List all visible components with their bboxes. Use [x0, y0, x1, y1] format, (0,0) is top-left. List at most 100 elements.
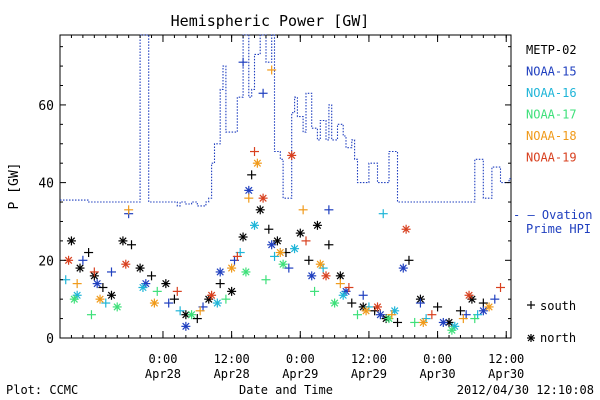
- marker-stroke: [402, 225, 410, 233]
- north-marker: [361, 306, 371, 316]
- north-marker: [69, 294, 79, 304]
- marker-stroke: [182, 322, 190, 331]
- north-marker: [212, 298, 222, 308]
- north-marker: [315, 259, 325, 269]
- marker-stroke: [479, 307, 488, 315]
- marker-stroke: [122, 260, 130, 268]
- marker-stroke: [239, 233, 247, 241]
- y-tick-label: 40: [38, 177, 54, 192]
- north-marker: [401, 224, 411, 234]
- north-marker: [398, 263, 408, 273]
- marker-stroke: [205, 295, 213, 303]
- north-marker: [255, 205, 265, 215]
- north-marker: [484, 302, 494, 312]
- south-marker: [169, 294, 179, 304]
- marker-stroke: [336, 272, 344, 280]
- marker-stroke: [142, 279, 150, 288]
- marker-stroke: [213, 299, 221, 307]
- north-marker: [373, 302, 383, 312]
- south-marker: [378, 209, 388, 219]
- south-marker: [124, 205, 134, 215]
- legend-south-marker: [527, 301, 535, 309]
- south-marker: [244, 193, 254, 203]
- north-marker: [335, 271, 345, 281]
- south-marker: [101, 298, 111, 308]
- south-marker: [324, 240, 334, 250]
- plot-timestamp: 2012/04/30 12:10:08: [457, 383, 594, 397]
- y-axis: 0 20 40 60: [38, 46, 511, 347]
- south-marker: [84, 248, 94, 258]
- north-marker: [227, 263, 237, 273]
- south-marker: [458, 314, 468, 324]
- south-marker: [404, 255, 414, 265]
- legend-item: NOAA-15: [526, 65, 577, 79]
- south-marker: [270, 251, 280, 261]
- south-marker: [335, 279, 345, 289]
- chart-title: Hemispheric Power [GW]: [171, 12, 370, 30]
- north-marker: [121, 259, 131, 269]
- north-marker: [66, 236, 76, 246]
- south-marker: [147, 271, 157, 281]
- marker-stroke: [296, 229, 304, 237]
- x-axis-label: Date and Time: [239, 383, 333, 397]
- south-marker: [415, 298, 425, 308]
- marker-stroke: [73, 291, 81, 299]
- marker-stroke: [330, 299, 339, 307]
- north-marker: [321, 271, 331, 281]
- marker-stroke: [113, 303, 121, 311]
- marker-stroke: [245, 186, 253, 195]
- south-marker: [455, 306, 465, 316]
- north-marker: [95, 294, 105, 304]
- marker-stroke: [250, 221, 259, 230]
- marker-stroke: [256, 206, 264, 214]
- marker-stroke: [465, 291, 473, 299]
- north-marker: [207, 290, 217, 300]
- plot-frame: [59, 34, 512, 339]
- marker-stroke: [391, 307, 399, 315]
- north-marker: [92, 279, 102, 289]
- north-marker: [267, 240, 277, 250]
- north-marker: [438, 317, 448, 327]
- legend-ovation: - — Ovation: [513, 208, 592, 222]
- y-tick-label: 0: [46, 332, 54, 347]
- marker-stroke: [308, 272, 316, 280]
- marker-stroke: [339, 291, 347, 299]
- x-tick-label: Apr29: [282, 367, 318, 381]
- north-marker: [138, 283, 148, 292]
- marker-stroke: [253, 159, 262, 167]
- marker-stroke: [227, 264, 236, 272]
- marker-stroke: [342, 287, 350, 296]
- marker-stroke: [162, 279, 170, 288]
- north-marker: [75, 263, 85, 273]
- south-marker: [496, 283, 506, 292]
- south-marker: [387, 310, 397, 320]
- south-marker: [164, 298, 174, 308]
- south-marker: [304, 255, 314, 265]
- marker-stroke: [216, 268, 224, 276]
- south-marker: [478, 298, 488, 308]
- south-marker: [261, 275, 271, 285]
- ovation-series-line: [60, 34, 511, 207]
- marker-stroke: [451, 322, 459, 331]
- south-marker: [175, 306, 185, 316]
- south-marker: [433, 302, 443, 312]
- legend-item: NOAA-19: [526, 151, 577, 165]
- south-marker: [264, 224, 274, 234]
- marker-stroke: [139, 283, 147, 292]
- marker-stroke: [385, 314, 393, 323]
- marker-stroke: [468, 295, 476, 303]
- north-marker: [238, 232, 248, 242]
- south-marker: [195, 306, 205, 316]
- south-marker: [72, 279, 82, 289]
- north-marker: [272, 236, 282, 246]
- south-marker: [298, 205, 308, 215]
- marker-stroke: [242, 268, 250, 276]
- marker-stroke: [419, 318, 427, 327]
- north-marker: [295, 228, 305, 238]
- marker-stroke: [96, 295, 104, 303]
- marker-stroke: [227, 287, 236, 296]
- south-marker: [344, 283, 354, 292]
- x-tick-label: 12:00: [488, 352, 524, 366]
- observation-points: [61, 57, 506, 335]
